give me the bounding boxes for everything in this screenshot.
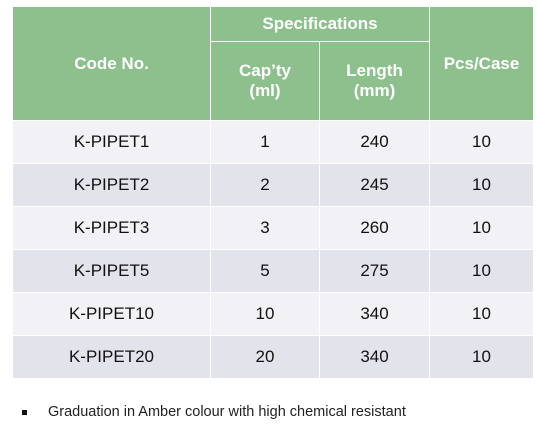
header-pcs-per-case: Pcs/Case [429, 6, 535, 121]
cell-code: K-PIPET1 [12, 120, 211, 164]
note-item: Graduation in Amber colour with high che… [22, 404, 406, 420]
cell-capacity: 1 [210, 120, 320, 164]
cell-length: 240 [318, 120, 431, 164]
cell-pcs: 10 [429, 120, 535, 164]
table-row: K-PIPET3 3 260 10 [12, 206, 535, 250]
cell-capacity: 10 [210, 292, 320, 336]
cell-code: K-PIPET10 [12, 292, 211, 336]
header-length-unit: (mm) [353, 81, 396, 100]
cell-code: K-PIPET20 [12, 335, 211, 379]
cell-code: K-PIPET3 [12, 206, 211, 250]
cell-length: 340 [318, 292, 431, 336]
specifications-table: Code No. Specifications Pcs/Case Cap’ty … [12, 6, 535, 379]
cell-capacity: 3 [210, 206, 320, 250]
cell-code: K-PIPET2 [12, 163, 211, 207]
header-length: Length (mm) [318, 41, 431, 121]
table-row: K-PIPET5 5 275 10 [12, 249, 535, 293]
table-row: K-PIPET20 20 340 10 [12, 335, 535, 379]
cell-pcs: 10 [429, 249, 535, 293]
header-capacity-label: Cap’ty [239, 61, 291, 80]
note-text: Graduation in Amber colour with high che… [48, 404, 406, 420]
cell-length: 340 [318, 335, 431, 379]
table-row: K-PIPET1 1 240 10 [12, 120, 535, 164]
header-code-no: Code No. [12, 6, 211, 121]
header-length-label: Length [346, 61, 403, 80]
table-row: K-PIPET2 2 245 10 [12, 163, 535, 207]
cell-capacity: 20 [210, 335, 320, 379]
cell-capacity: 2 [210, 163, 320, 207]
cell-pcs: 10 [429, 335, 535, 379]
header-capacity: Cap’ty (ml) [210, 41, 320, 121]
cell-pcs: 10 [429, 163, 535, 207]
header-specifications: Specifications [209, 6, 431, 42]
header-capacity-unit: (ml) [249, 81, 281, 100]
cell-length: 275 [318, 249, 431, 293]
cell-length: 260 [318, 206, 431, 250]
cell-pcs: 10 [429, 292, 535, 336]
cell-length: 245 [318, 163, 431, 207]
cell-capacity: 5 [210, 249, 320, 293]
table-row: K-PIPET10 10 340 10 [12, 292, 535, 336]
bullet-icon [22, 409, 27, 415]
cell-code: K-PIPET5 [12, 249, 211, 293]
cell-pcs: 10 [429, 206, 535, 250]
